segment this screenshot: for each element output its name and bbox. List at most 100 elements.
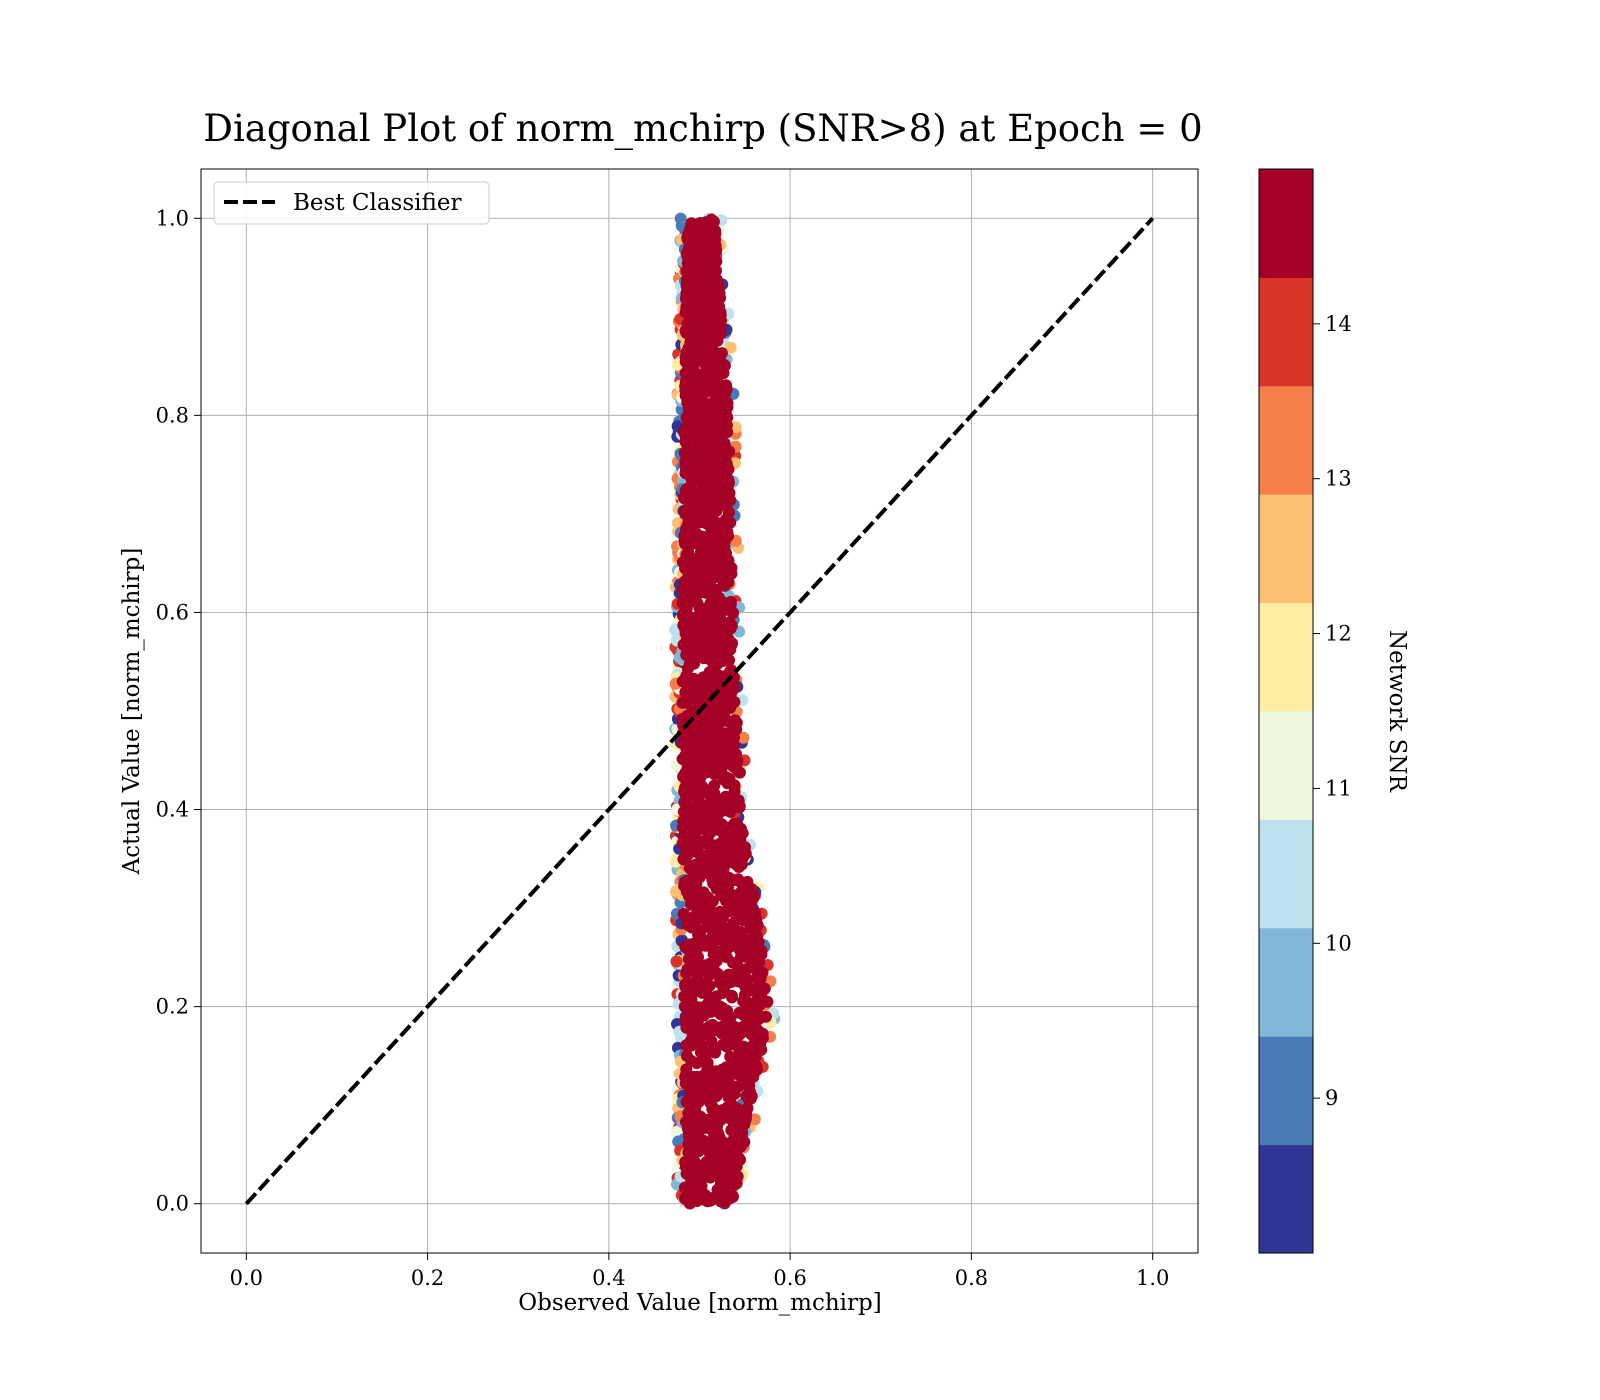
scatter-point bbox=[727, 790, 739, 803]
scatter-point bbox=[725, 567, 738, 580]
scatter-point bbox=[689, 858, 702, 871]
scatter-point bbox=[722, 517, 735, 530]
scatter-point bbox=[699, 766, 712, 779]
scatter-point bbox=[694, 712, 707, 725]
scatter-point bbox=[688, 1155, 701, 1168]
scatter-point bbox=[678, 639, 691, 651]
y-tick-label: 0.8 bbox=[156, 403, 189, 427]
scatter-point bbox=[704, 1119, 717, 1132]
x-axis-label: Observed Value [norm_mchirp] bbox=[518, 1290, 881, 1316]
scatter-point bbox=[701, 484, 714, 497]
y-tick-label: 0.4 bbox=[156, 798, 189, 822]
y-axis-label: Actual Value [norm_mchirp] bbox=[119, 548, 145, 876]
scatter-point bbox=[723, 617, 736, 630]
colorbar-tick-label: 13 bbox=[1325, 467, 1352, 491]
legend-label: Best Classifier bbox=[293, 190, 461, 216]
scatter-point bbox=[685, 834, 698, 847]
scatter-points bbox=[669, 212, 781, 1210]
legend-box bbox=[213, 181, 490, 225]
scatter-point bbox=[696, 780, 709, 793]
scatter-point bbox=[684, 1034, 697, 1047]
scatter-point bbox=[705, 213, 718, 226]
scatter-point bbox=[674, 212, 687, 225]
scatter-point bbox=[703, 1024, 716, 1036]
scatter-point bbox=[686, 277, 698, 290]
legend: Best Classifier bbox=[213, 181, 490, 225]
scatter-point bbox=[695, 1039, 708, 1052]
scatter-point bbox=[706, 298, 718, 311]
scatter-point bbox=[731, 817, 743, 830]
scatter-point bbox=[708, 797, 721, 809]
scatter-point bbox=[748, 1113, 761, 1126]
scatter-point bbox=[714, 388, 727, 401]
colorbar-bin bbox=[1259, 1144, 1313, 1254]
scatter-point bbox=[697, 450, 710, 463]
colorbar-bin bbox=[1259, 927, 1313, 1037]
scatter-point bbox=[689, 878, 701, 890]
y-tick-label: 0.2 bbox=[156, 995, 189, 1019]
scatter-point bbox=[689, 465, 702, 478]
scatter-point bbox=[676, 596, 689, 609]
scatter-point bbox=[740, 933, 753, 946]
scatter-point bbox=[714, 1000, 726, 1013]
scatter-point bbox=[691, 438, 704, 451]
scatter-point bbox=[720, 597, 733, 610]
best-classifier-dashed-line bbox=[244, 216, 1155, 1206]
scatter-point bbox=[724, 341, 737, 354]
scatter-point bbox=[724, 1191, 737, 1204]
scatter-point bbox=[706, 895, 719, 908]
scatter-point bbox=[676, 609, 689, 622]
scatter-point bbox=[704, 1096, 717, 1109]
x-tick-label: 0.8 bbox=[955, 1266, 988, 1290]
scatter-point bbox=[711, 608, 724, 621]
scatter-point bbox=[714, 924, 727, 936]
scatter-point bbox=[699, 586, 712, 599]
scatter-point bbox=[722, 1072, 735, 1084]
scatter-point bbox=[750, 1061, 763, 1074]
scatter-point bbox=[741, 973, 754, 986]
scatter-point bbox=[711, 967, 724, 980]
scatter-point bbox=[738, 1136, 751, 1148]
x-tick-label: 0.6 bbox=[773, 1266, 806, 1290]
scatter-point bbox=[707, 676, 720, 689]
scatter-point bbox=[738, 989, 751, 1001]
y-tick-label: 1.0 bbox=[156, 206, 189, 230]
scatter-point bbox=[686, 297, 699, 309]
x-tick-label: 0.2 bbox=[411, 1266, 444, 1290]
scatter-point bbox=[703, 519, 716, 532]
scatter-point bbox=[713, 649, 726, 661]
colorbar-tick-label: 12 bbox=[1325, 622, 1352, 646]
scatter-point bbox=[679, 686, 692, 699]
scatter-point bbox=[741, 898, 754, 911]
scatter-point bbox=[684, 568, 697, 580]
scatter-point bbox=[761, 995, 774, 1008]
scatter-point bbox=[698, 742, 711, 755]
scatter-point bbox=[677, 908, 690, 920]
scatter-point bbox=[739, 1112, 752, 1125]
scatter-point bbox=[698, 673, 711, 686]
scatter-point bbox=[717, 864, 730, 877]
scatter-point bbox=[677, 853, 690, 866]
scatter-point bbox=[719, 1174, 732, 1186]
scatter-point bbox=[708, 361, 721, 374]
colorbar-bin bbox=[1259, 385, 1313, 495]
scatter-point bbox=[681, 963, 694, 976]
scatter-point bbox=[759, 1010, 772, 1023]
scatter-point bbox=[684, 493, 697, 506]
scatter-point bbox=[699, 934, 712, 947]
scatter-point bbox=[680, 463, 693, 476]
scatter-point bbox=[683, 267, 696, 280]
scatter-point bbox=[689, 812, 702, 825]
scatter-point bbox=[709, 1075, 721, 1088]
colorbar-bin bbox=[1259, 711, 1313, 820]
colorbar-bin bbox=[1259, 494, 1313, 604]
scatter-point bbox=[723, 905, 736, 918]
scatter-point bbox=[714, 1104, 727, 1117]
scatter-point bbox=[705, 905, 718, 918]
scatter-point bbox=[718, 358, 731, 371]
scatter-point bbox=[682, 430, 694, 443]
scatter-point bbox=[723, 847, 736, 860]
scatter-point bbox=[739, 950, 752, 963]
scatter-point bbox=[690, 527, 703, 540]
scatter-point bbox=[722, 463, 735, 476]
